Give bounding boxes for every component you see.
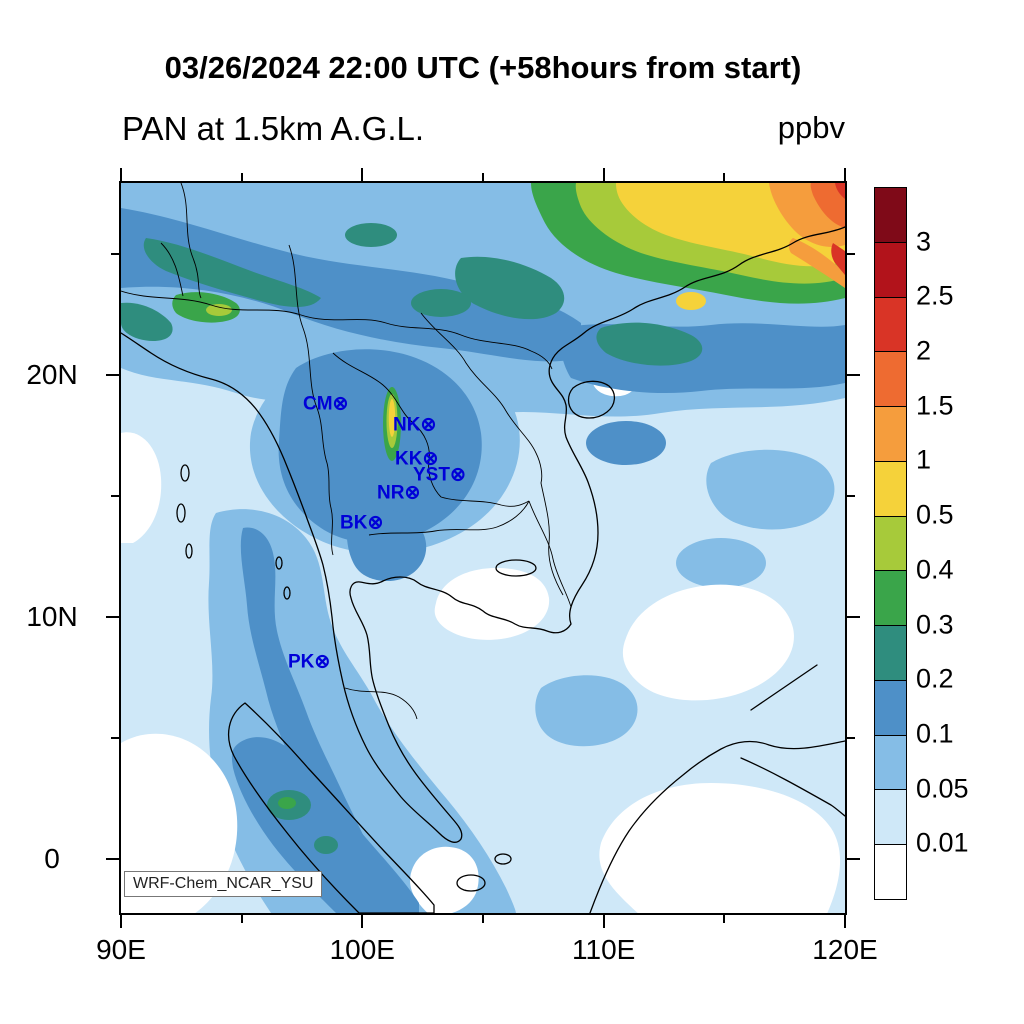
- coastline-sumatra: [227, 702, 435, 913]
- axis-tick: [482, 915, 484, 923]
- axis-tick: [111, 253, 119, 255]
- colorbar-tick-label: 0.4: [916, 554, 954, 585]
- colorbar-segment: [875, 351, 906, 407]
- y-tick-label: 10N: [26, 601, 78, 632]
- axis-tick: [106, 616, 119, 618]
- colorbar-tick-label: 0.1: [916, 718, 954, 749]
- model-label: WRF-Chem_NCAR_YSU: [124, 871, 323, 897]
- axis-tick: [361, 915, 364, 928]
- x-tick-label: 100E: [329, 934, 395, 965]
- axis-tick: [602, 915, 605, 928]
- units-label: ppbv: [777, 110, 845, 145]
- x-axis-labels: 90E 100E 110E 120E: [0, 934, 1024, 974]
- field-layer: [121, 183, 845, 913]
- colorbar-segment: [875, 241, 906, 297]
- station-marker-cm: CM⊗: [303, 393, 349, 415]
- colorbar-segment: [875, 789, 906, 845]
- colorbar-tick-label: 0.2: [916, 663, 954, 694]
- colorbar-tick-label: 1.5: [916, 390, 954, 421]
- colorbar-tick-label: 0.3: [916, 609, 954, 640]
- axis-tick: [361, 168, 364, 181]
- y-tick-label: 20N: [26, 359, 78, 390]
- colorbar-tick-label: 2: [916, 335, 932, 366]
- axis-tick: [240, 173, 243, 181]
- y-axis-labels: 20N 10N 0: [6, 0, 106, 1024]
- axis-tick: [106, 858, 119, 860]
- station-marker-yst: YST⊗: [413, 464, 466, 486]
- colorbar-tick-label: 0.01: [916, 827, 969, 858]
- coastline-mainland: [121, 226, 845, 843]
- station-marker-kk: KK⊗: [395, 448, 439, 470]
- axis-tick: [602, 168, 605, 181]
- colorbar-tick-label: 2.5: [916, 280, 954, 311]
- map-field-svg: [121, 183, 845, 913]
- x-tick-label: 120E: [812, 934, 878, 965]
- axis-tick: [847, 374, 860, 376]
- axis-tick: [106, 374, 119, 376]
- colorbar-segment: [875, 679, 906, 735]
- station-marker-bk: BK⊗: [340, 512, 384, 534]
- axis-tick: [847, 858, 860, 860]
- map-panel: CM⊗ NK⊗ KK⊗ YST⊗ NR⊗ BK⊗ PK⊗ WRF-Chem_NCAR_YSU: [119, 181, 847, 915]
- axis-tick: [111, 737, 119, 739]
- colorbar-segment: [875, 570, 906, 626]
- axis-tick: [847, 253, 855, 255]
- station-marker-nk: NK⊗: [393, 414, 437, 436]
- colorbar-segment: [875, 844, 906, 899]
- colorbar-segment: [875, 188, 906, 242]
- colorbar-labels: 3 2.5 2 1.5 1 0.5 0.4 0.3 0.2 0.1 0.05 0.01: [916, 187, 1016, 898]
- lake-tonle-sap: [495, 559, 537, 577]
- colorbar-tick-label: 0.05: [916, 773, 969, 804]
- colorbar: [874, 187, 907, 900]
- coastline-layer: [121, 226, 845, 913]
- x-tick-label: 90E: [96, 934, 146, 965]
- island: [185, 543, 193, 559]
- colorbar-segment: [875, 460, 906, 516]
- axis-tick: [847, 495, 855, 497]
- island: [176, 503, 186, 523]
- axis-tick: [111, 495, 119, 497]
- colorbar-segment: [875, 734, 906, 790]
- colorbar-segment: [875, 296, 906, 352]
- island: [456, 874, 486, 892]
- colorbar-tick-label: 0.5: [916, 499, 954, 530]
- axis-tick: [847, 737, 855, 739]
- axis-tick: [844, 168, 846, 181]
- axis-tick: [240, 915, 243, 923]
- axis-tick: [482, 173, 484, 181]
- colorbar-segment: [875, 515, 906, 571]
- colorbar-tick-label: 1: [916, 444, 932, 475]
- variable-title: PAN at 1.5km A.G.L.: [122, 110, 425, 147]
- page-title: 03/26/2024 22:00 UTC (+58hours from star…: [164, 50, 802, 85]
- axis-tick: [847, 616, 860, 618]
- station-marker-nr: NR⊗: [377, 482, 421, 504]
- colorbar-segment: [875, 625, 906, 680]
- axis-tick: [120, 915, 122, 928]
- colorbar-tick-label: 3: [916, 226, 932, 257]
- island: [494, 853, 512, 865]
- x-tick-label: 110E: [572, 934, 636, 965]
- axis-tick: [120, 168, 122, 181]
- border-layer: [121, 183, 572, 720]
- coastline-borneo-north: [589, 740, 845, 913]
- coastline-hainan: [567, 380, 616, 419]
- island: [275, 556, 283, 570]
- island: [283, 586, 291, 600]
- y-tick-label: 0: [44, 843, 60, 874]
- axis-tick: [723, 915, 726, 923]
- axis-tick: [723, 173, 726, 181]
- colorbar-segment: [875, 406, 906, 461]
- coastline-borneo-east: [740, 757, 845, 817]
- island: [180, 464, 190, 482]
- axis-tick: [844, 915, 846, 928]
- station-layer: CM⊗ NK⊗ KK⊗ YST⊗ NR⊗ BK⊗ PK⊗: [121, 183, 845, 913]
- station-marker-pk: PK⊗: [288, 651, 331, 673]
- coastline-palawan: [750, 664, 818, 711]
